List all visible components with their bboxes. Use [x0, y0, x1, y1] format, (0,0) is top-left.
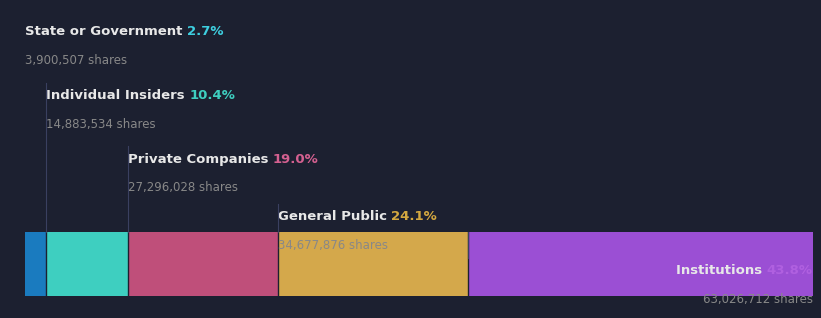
Text: 27,296,028 shares: 27,296,028 shares: [128, 181, 238, 194]
Bar: [468, 232, 813, 296]
Text: 2.7%: 2.7%: [186, 25, 223, 38]
Text: Institutions: Institutions: [676, 264, 767, 277]
Bar: [128, 232, 277, 296]
Text: 3,900,507 shares: 3,900,507 shares: [25, 54, 126, 67]
Text: 34,677,876 shares: 34,677,876 shares: [277, 238, 388, 252]
Text: 24.1%: 24.1%: [392, 210, 437, 223]
Text: 63,026,712 shares: 63,026,712 shares: [703, 293, 813, 306]
Text: 14,883,534 shares: 14,883,534 shares: [46, 118, 155, 131]
Text: General Public: General Public: [277, 210, 392, 223]
Text: 43.8%: 43.8%: [767, 264, 813, 277]
Bar: [25, 232, 46, 296]
Bar: [46, 232, 128, 296]
Text: Private Companies: Private Companies: [128, 153, 273, 166]
Text: Individual Insiders: Individual Insiders: [46, 89, 189, 102]
Text: 10.4%: 10.4%: [189, 89, 235, 102]
Bar: [277, 232, 468, 296]
Text: 19.0%: 19.0%: [273, 153, 319, 166]
Text: State or Government: State or Government: [25, 25, 186, 38]
